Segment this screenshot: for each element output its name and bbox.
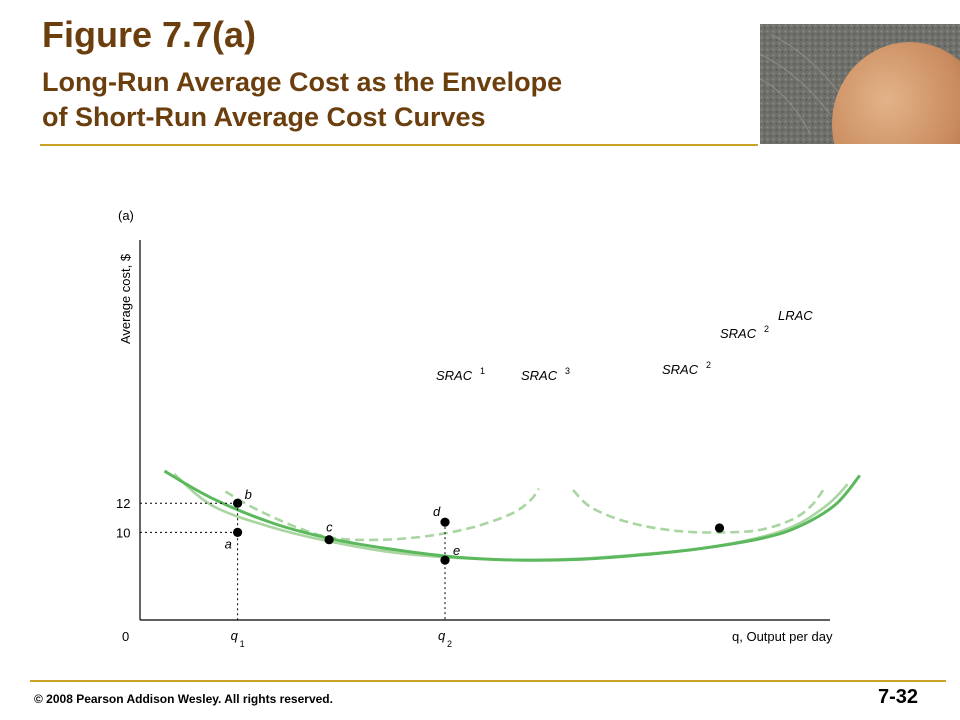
- series-label-lrac: LRAC: [778, 308, 813, 323]
- point-label-d: d: [433, 504, 441, 519]
- subtitle-line-2: of Short-Run Average Cost Curves: [42, 102, 486, 132]
- chart-points: [233, 498, 725, 565]
- origin-label: 0: [122, 629, 129, 644]
- point-a: [233, 527, 243, 538]
- x-axis-label: q, Output per day: [732, 629, 833, 644]
- panel-label: (a): [118, 208, 134, 223]
- series-label-srac2-right: SRAC: [662, 362, 699, 377]
- series-label-srac2: SRAC: [720, 326, 757, 341]
- series-sup-srac2-right: 2: [706, 360, 711, 370]
- copyright-text: © 2008 Pearson Addison Wesley. All right…: [34, 692, 333, 706]
- x-tick-label-q2: q: [438, 628, 446, 643]
- lrac-chart: (a)Average cost, $q, Output per day01012…: [116, 208, 861, 649]
- series-sup-srac3: 3: [565, 366, 570, 376]
- point-b: [233, 498, 243, 508]
- srac-3-curve: [572, 489, 825, 534]
- chart-labels: (a)Average cost, $q, Output per day01012…: [116, 208, 833, 649]
- point-d: [440, 517, 450, 527]
- chart-curves: [163, 469, 861, 562]
- header-photo: [760, 24, 960, 144]
- y-tick-label-10: 10: [116, 525, 130, 540]
- point-c: [324, 535, 334, 545]
- x-tick-sub-q2: 2: [447, 639, 452, 649]
- slide-number: 7-32: [878, 686, 919, 708]
- y-tick-label-12: 12: [116, 496, 130, 511]
- point-label-e: e: [453, 543, 460, 558]
- slide-subtitle: Long-Run Average Cost as the Envelope of…: [42, 65, 562, 135]
- point-tangent: [714, 523, 725, 533]
- series-sup-srac1: 1: [480, 366, 485, 376]
- x-tick-label-q1: q: [231, 628, 239, 643]
- y-axis-label: Average cost, $: [118, 253, 133, 344]
- footer-rule: [30, 680, 946, 682]
- title-rule: [40, 144, 758, 146]
- series-label-srac1: SRAC: [436, 368, 473, 383]
- x-tick-sub-q1: 1: [240, 639, 245, 649]
- series-label-srac3: SRAC: [521, 368, 558, 383]
- point-label-c: c: [326, 520, 333, 535]
- chart-guides: [140, 502, 446, 620]
- point-e: [440, 555, 450, 565]
- chart-axes: [139, 240, 830, 621]
- subtitle-line-1: Long-Run Average Cost as the Envelope: [42, 67, 563, 97]
- lrac-curve: [163, 469, 861, 562]
- point-label-a: a: [225, 536, 232, 551]
- slide-title: Figure 7.7(a): [42, 14, 257, 55]
- series-sup-srac2: 2: [764, 324, 769, 334]
- srac-1-curve: [224, 487, 541, 542]
- point-label-b: b: [245, 487, 252, 502]
